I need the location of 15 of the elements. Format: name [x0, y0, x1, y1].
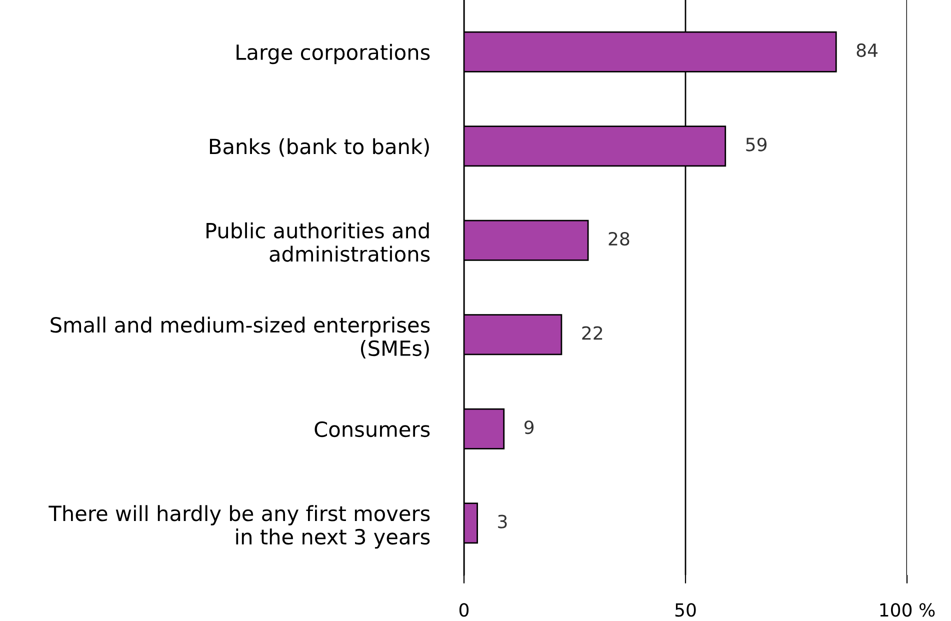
y-tick-label: Consumers — [314, 421, 430, 438]
data-label: 3 — [498, 514, 507, 528]
data-label: 28 — [608, 232, 630, 246]
x-tick-label: 0 — [459, 603, 469, 617]
y-tick-label: Large corporations — [236, 44, 430, 64]
data-label: 22 — [582, 326, 602, 340]
data-label: 84 — [856, 43, 878, 58]
data-label: 9 — [524, 420, 534, 434]
x-tick-label: 50 — [675, 603, 696, 617]
y-tick-label: Banks (bank to bank) — [210, 138, 429, 157]
y-tick-label: Public authorities and administrations — [206, 222, 430, 262]
y-tick-label: Small and medium-sized enterprises (SMEs) — [50, 316, 430, 359]
y-tick-label: There will hardly be any first movers in the next 3 years — [48, 505, 430, 549]
x-tick-label: 100 % — [880, 603, 935, 617]
data-label: 59 — [746, 138, 767, 152]
